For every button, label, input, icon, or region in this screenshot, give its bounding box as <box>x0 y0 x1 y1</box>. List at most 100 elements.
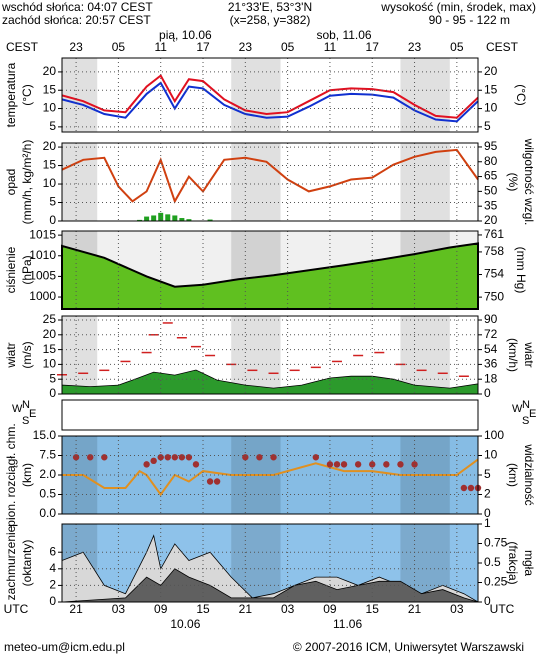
dot <box>354 461 362 468</box>
date-label: sob, 11.06 <box>316 28 371 42</box>
y-tick-label: 20 <box>43 139 57 153</box>
y-tick-label: 5 <box>49 195 56 209</box>
y-tick-label: 6 <box>49 544 56 558</box>
grid-point: (x=258, y=382) <box>230 13 311 27</box>
y-axis-label: temperatura <box>4 62 18 127</box>
line <box>62 458 479 497</box>
y-tick-label: 10 <box>43 357 57 371</box>
y-tick-label: 4 <box>49 561 56 575</box>
night-band <box>400 316 450 394</box>
series-group <box>61 74 479 123</box>
dot <box>270 454 277 461</box>
y-axis-label: (km) <box>20 463 34 487</box>
y-tick-label: 2.0 <box>39 467 56 481</box>
y-axis-label: zachmurzenie <box>4 525 18 600</box>
x-tick-label: 05 <box>450 40 464 54</box>
y2-tick-label: 50 <box>484 184 498 198</box>
time-zone-bottom: UTC <box>4 602 29 616</box>
y2-tick-label: 65 <box>484 169 498 183</box>
dot <box>256 454 263 461</box>
sunset: zachód słońca: 20:57 CEST <box>2 13 151 27</box>
y-tick-label: 2 <box>49 578 56 592</box>
bar <box>186 219 192 221</box>
night-band <box>231 58 281 132</box>
night-band <box>62 316 98 394</box>
y2-tick-label: 761 <box>484 227 504 241</box>
line <box>61 81 479 123</box>
bar <box>144 216 150 221</box>
y2-tick-label: 72 <box>484 327 498 341</box>
x-tick-label: 09 <box>323 602 337 616</box>
dot <box>333 461 341 468</box>
x-tick-label: 23 <box>408 40 422 54</box>
compass: N <box>22 399 30 411</box>
dot <box>143 461 150 468</box>
compass: N <box>522 399 530 411</box>
y2-tick-label: 758 <box>484 244 504 258</box>
series-group <box>62 454 482 497</box>
dot <box>340 461 348 468</box>
compass: E <box>29 408 36 420</box>
x-tick-label: 17 <box>366 40 380 54</box>
date-label: 11.06 <box>333 617 362 631</box>
area <box>61 369 479 395</box>
y2-tick-label: 754 <box>484 267 504 281</box>
y2-tick-label: 36 <box>484 357 498 371</box>
line <box>61 74 479 119</box>
y-tick-label: 15 <box>43 158 57 172</box>
bar <box>207 219 213 221</box>
bar <box>158 212 164 221</box>
y2-tick-label: 0 <box>484 506 491 520</box>
time-zone-top: CEST <box>6 40 39 54</box>
wind-direction-row <box>61 399 479 431</box>
y-axis-label: (oktanty) <box>20 540 34 587</box>
y-tick-label: 15.0 <box>33 428 57 442</box>
time-zone-top: CEST <box>486 40 519 54</box>
y2-tick-label: 20 <box>484 213 498 227</box>
x-tick-label: 03 <box>450 602 464 616</box>
y-axis-label: (mm/h, kg/m²/h) <box>20 140 34 225</box>
x-tick-label: 15 <box>366 602 380 616</box>
dot <box>192 461 200 468</box>
panel-frame <box>61 230 479 310</box>
night-band <box>231 316 281 394</box>
y-tick-label: 7.5 <box>39 448 56 462</box>
panel-frame <box>61 142 479 222</box>
y-axis-label: wiatr <box>4 342 18 368</box>
y2-tick-label: 750 <box>484 289 504 303</box>
dot <box>206 478 214 485</box>
y2-axis-label: (km) <box>506 463 520 487</box>
y-tick-label: 20 <box>43 64 57 78</box>
x-tick-label: 23 <box>239 40 253 54</box>
line <box>61 148 479 204</box>
compass: E <box>529 408 536 420</box>
x-tick-label: 11 <box>324 40 337 54</box>
y-tick-label: 0 <box>49 386 56 400</box>
compass: S <box>522 415 529 427</box>
y2-tick-label: 35 <box>484 198 498 212</box>
y-tick-label: 1010 <box>29 248 56 262</box>
y2-tick-label: 80 <box>484 154 498 168</box>
y-tick-label: 5 <box>49 371 56 385</box>
y2-axis-label: (%) <box>506 173 520 192</box>
x-tick-label: 17 <box>196 40 210 54</box>
night-band <box>400 143 450 221</box>
series-group <box>61 148 479 221</box>
area <box>61 568 479 603</box>
y2-tick-label: 0.5 <box>484 555 501 569</box>
y-tick-label: 0.5 <box>39 487 56 501</box>
x-tick-label: 21 <box>69 602 83 616</box>
y2-axis-label: wiatr <box>522 341 536 367</box>
y2-tick-label: 5 <box>484 119 491 133</box>
y-tick-label: 10 <box>43 176 57 190</box>
y-axis-label: (m/s) <box>20 341 34 368</box>
y-tick-label: 10 <box>43 101 57 115</box>
panel-background <box>62 58 478 132</box>
dot <box>178 454 186 461</box>
y2-tick-label: 18 <box>484 371 498 385</box>
x-tick-label: 21 <box>408 602 422 616</box>
y-tick-label: 1000 <box>29 289 56 303</box>
y-tick-label: 0.0 <box>39 506 56 520</box>
y2-tick-label: 5 <box>484 467 491 481</box>
y-axis-label: opad <box>4 169 18 196</box>
